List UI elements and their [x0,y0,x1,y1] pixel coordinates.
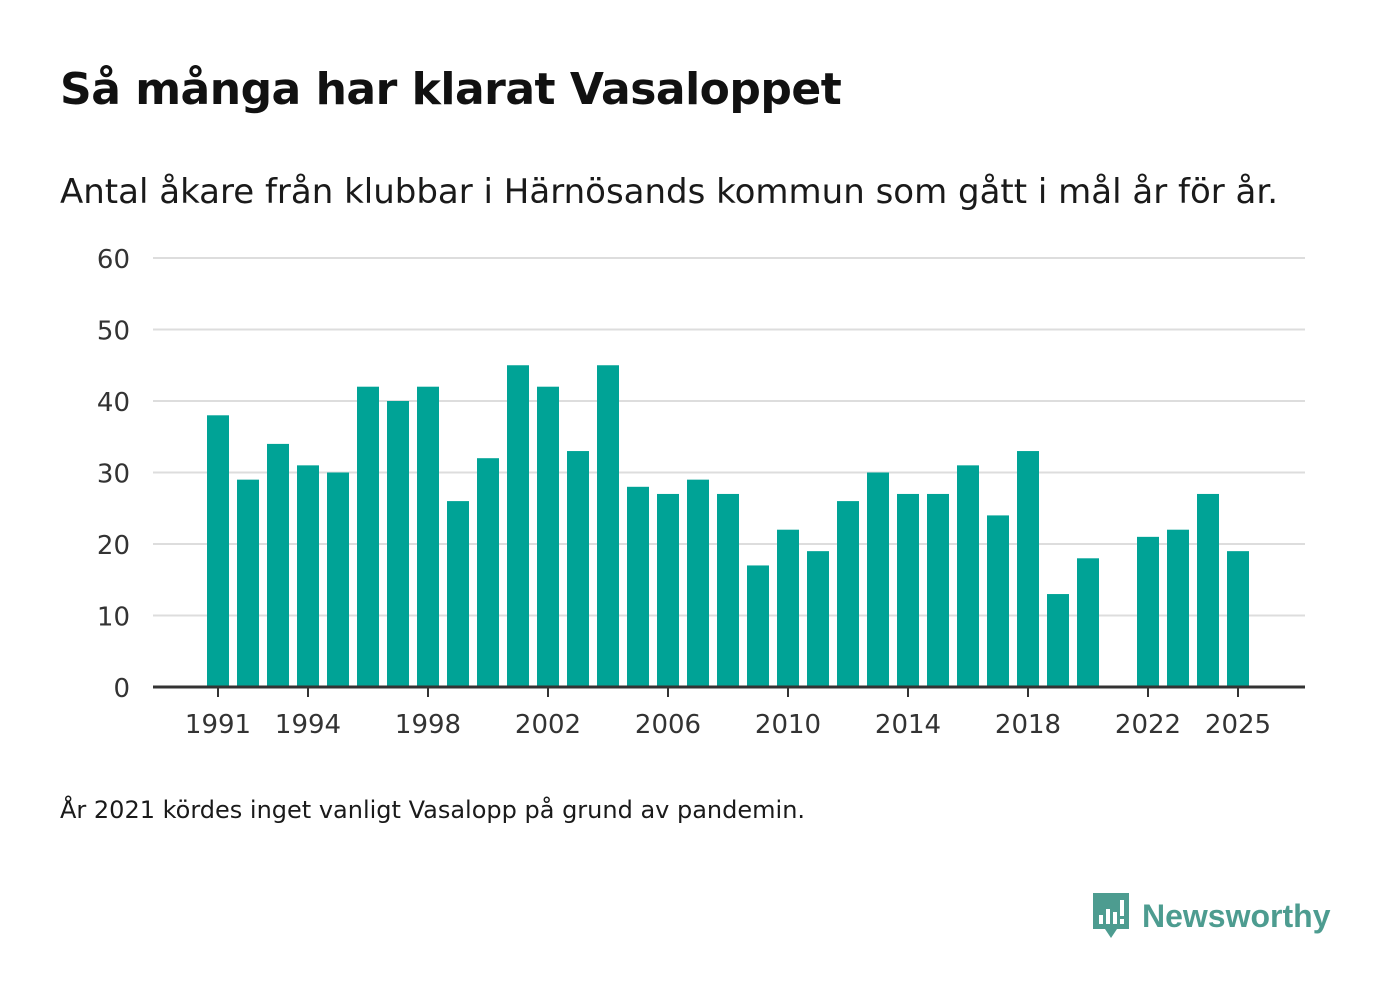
bar-2007 [687,479,709,687]
y-tick-label: 20 [97,531,130,561]
bars [207,365,1249,687]
bar-2011 [807,551,829,687]
y-tick-label: 0 [113,674,130,704]
footnote: År 2021 kördes inget vanligt Vasalopp på… [60,796,806,824]
bar-1995 [327,472,349,687]
y-tick-label: 30 [97,460,130,490]
x-tick-label: 2014 [875,710,941,740]
chart-title: Så många har klarat Vasaloppet [60,64,842,115]
bar-1991 [207,415,229,687]
x-tick-label: 2006 [635,710,701,740]
x-tick-label: 2002 [515,710,581,740]
bar-2014 [897,493,919,687]
bar-2010 [777,529,799,687]
bar-2002 [537,386,559,687]
bar-1994 [297,465,319,687]
bar-2018 [1017,451,1039,687]
y-tick-label: 40 [97,388,130,418]
bar-2000 [477,458,499,687]
newsworthy-logo-icon [1093,893,1129,938]
bar-2023 [1167,529,1189,687]
bar-2012 [837,501,859,687]
bar-2009 [747,565,769,687]
x-axis: 1991 1994 1998 2002 2006 2010 2014 2018 2022 2025 [153,685,1305,740]
bar-1998 [417,386,439,687]
bar-1997 [387,401,409,687]
y-tick-label: 60 [97,245,130,275]
bar-2016 [957,465,979,687]
bar-2006 [657,493,679,687]
bar-2013 [867,472,889,687]
bar-2005 [627,486,649,687]
bar-1993 [267,443,289,687]
y-axis-ticks: 0 10 20 30 40 50 60 [97,245,130,704]
y-tick-label: 10 [97,603,130,633]
x-tick-label: 1994 [275,710,341,740]
x-tick-label: 2022 [1115,710,1181,740]
y-tick-label: 50 [97,317,130,347]
x-tick-label: 1991 [185,710,251,740]
bar-2003 [567,451,589,687]
brand[interactable]: Newsworthy [1090,890,1330,942]
x-tick-label: 1998 [395,710,461,740]
bar-1992 [237,479,259,687]
bar-2004 [597,365,619,687]
brand-name: Newsworthy [1142,897,1331,934]
x-tick-label: 2010 [755,710,821,740]
bar-1996 [357,386,379,687]
x-tick-label: 2025 [1205,710,1271,740]
bar-1999 [447,501,469,687]
x-tick-label: 2018 [995,710,1061,740]
bar-2008 [717,493,739,687]
chart-subtitle: Antal åkare från klubbar i Härnösands ko… [60,172,1279,212]
bar-2017 [987,515,1009,687]
bar-2024 [1197,493,1219,687]
bar-2001 [507,365,529,687]
bar-2015 [927,493,949,687]
bar-chart: 0 10 20 30 40 50 60 1991 1994 1998 2002 2006 2010 20… [97,245,1305,740]
bar-2022 [1137,536,1159,687]
bar-2019 [1047,594,1069,687]
bar-2020 [1077,558,1099,687]
bar-2025 [1227,551,1249,687]
